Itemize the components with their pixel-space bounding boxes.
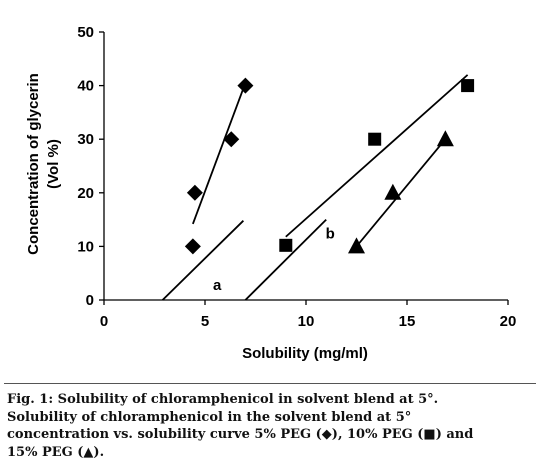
y-tick-label: 30 bbox=[77, 131, 94, 148]
axes: 0 10 20 30 40 50 0 5 10 15 20 bbox=[77, 24, 516, 330]
diamond-point bbox=[237, 77, 254, 94]
triangle-point bbox=[436, 130, 454, 147]
caption-line-4: 15% PEG (▲). bbox=[7, 444, 105, 460]
chart: 0 10 20 30 40 50 0 5 10 15 20 Solubility (mg/ml) C… bbox=[25, 24, 516, 362]
x-tick-label: 0 bbox=[100, 313, 108, 330]
y-tick-label: 0 bbox=[86, 292, 94, 309]
x-tick-label: 10 bbox=[298, 313, 315, 330]
annotation-a: a bbox=[213, 277, 222, 294]
x-tick-label: 20 bbox=[500, 313, 517, 330]
diamond-point bbox=[223, 131, 240, 148]
square-point bbox=[279, 238, 293, 252]
y-tick-label: 40 bbox=[77, 78, 94, 95]
annotation-b: b bbox=[326, 225, 335, 242]
diamond-point bbox=[186, 184, 203, 201]
y-tick-label: 20 bbox=[77, 185, 94, 202]
x-axis-title: Solubility (mg/ml) bbox=[242, 345, 368, 362]
reference-line-b bbox=[244, 218, 327, 301]
trend-line-diamond bbox=[192, 82, 247, 225]
triangle-point bbox=[384, 183, 402, 200]
y-tick-label: 50 bbox=[77, 24, 94, 41]
y-tick-label: 10 bbox=[77, 238, 94, 255]
caption-rule bbox=[4, 383, 536, 384]
annotations: ab bbox=[213, 225, 335, 293]
caption-line-3: concentration vs. solubility curve 5% PE… bbox=[7, 427, 474, 442]
caption-line-2: Solubility of chloramphenicol in the sol… bbox=[7, 409, 412, 425]
reference-line-a bbox=[161, 220, 245, 301]
x-tick-label: 15 bbox=[399, 313, 416, 330]
y-axis-title-line1: Concentration of glycerin bbox=[25, 73, 42, 255]
data-markers bbox=[184, 77, 475, 255]
caption-line-1: Fig. 1: Solubility of chloramphenicol in… bbox=[7, 392, 439, 407]
square-point bbox=[368, 132, 382, 146]
trend-line-triangle bbox=[355, 138, 447, 247]
square-point bbox=[461, 79, 475, 93]
x-tick-label: 5 bbox=[201, 313, 209, 330]
trend-lines bbox=[161, 74, 469, 301]
triangle-point bbox=[348, 237, 365, 254]
diamond-point bbox=[184, 238, 201, 255]
y-axis-title-line2: (Vol %) bbox=[45, 139, 62, 189]
figure-caption: Fig. 1: Solubility of chloramphenicol in… bbox=[7, 391, 535, 461]
trend-line-square bbox=[285, 74, 469, 238]
